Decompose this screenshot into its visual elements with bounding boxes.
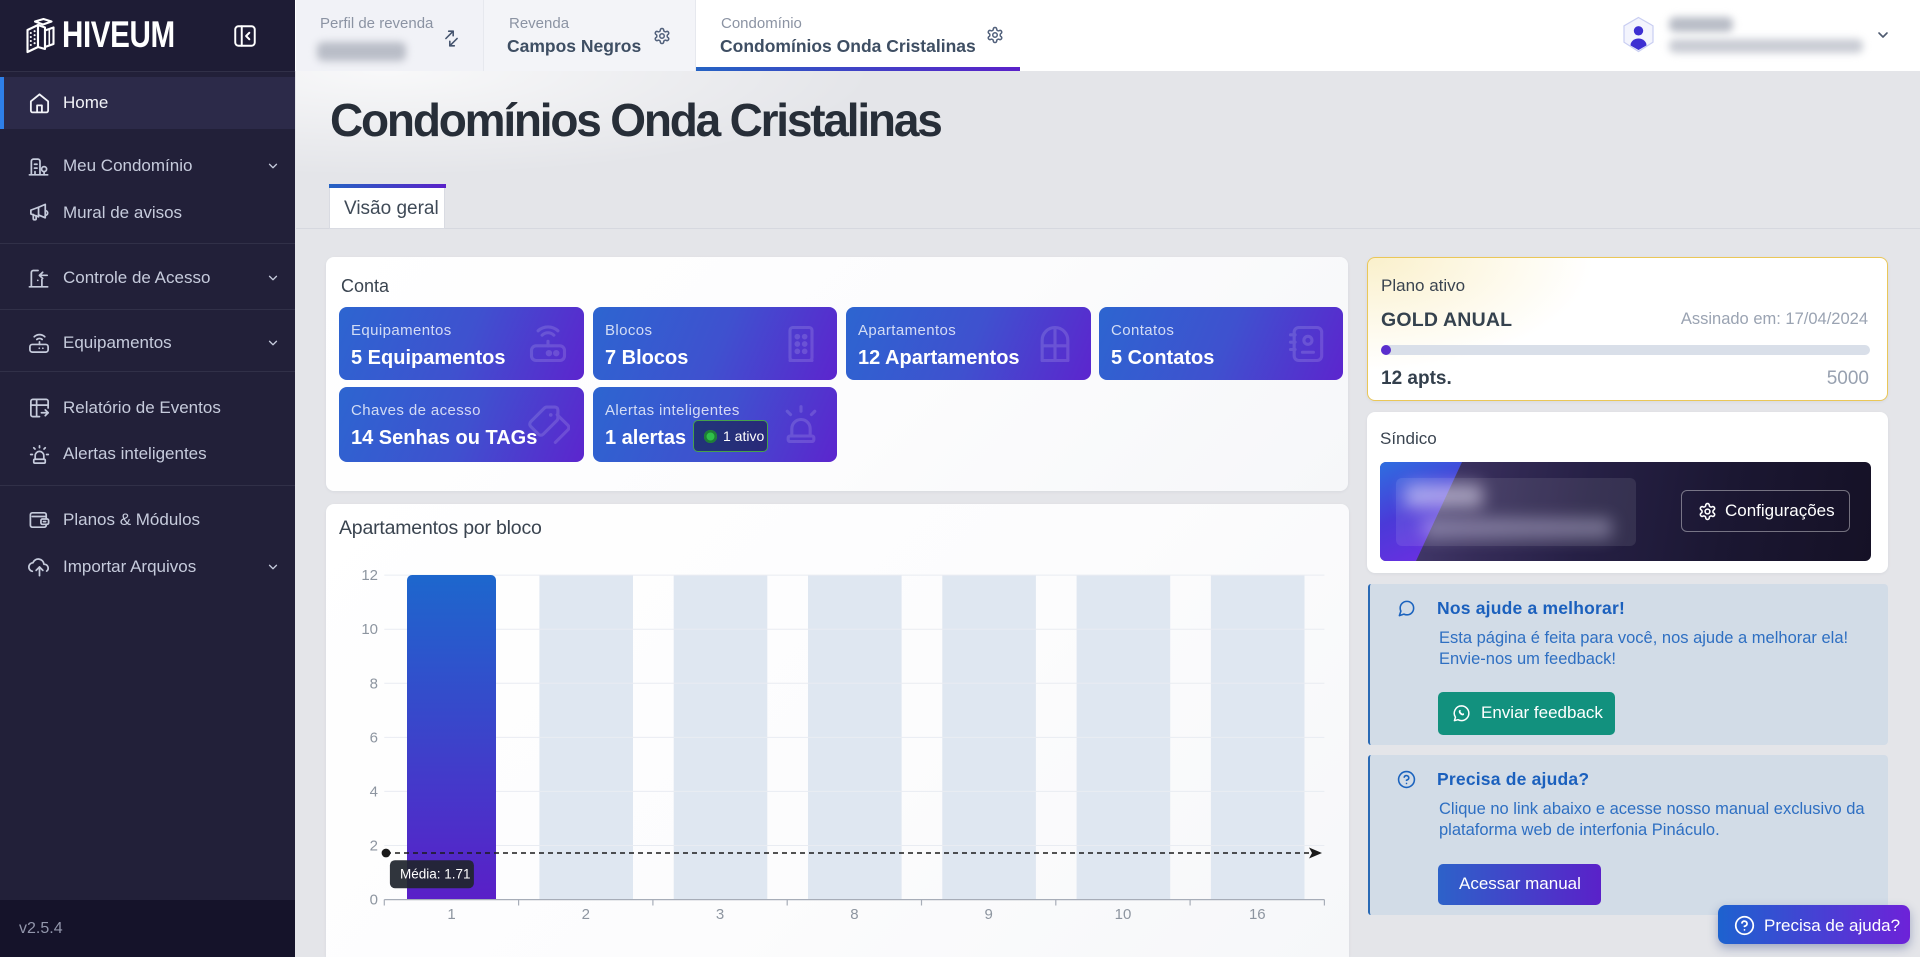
svg-text:3: 3 (716, 906, 724, 923)
svg-text:Média: 1.71: Média: 1.71 (400, 867, 471, 882)
svg-text:6: 6 (370, 729, 378, 746)
svg-text:0: 0 (370, 892, 378, 909)
svg-text:8: 8 (370, 675, 378, 692)
svg-text:10: 10 (361, 621, 378, 638)
svg-text:2: 2 (582, 906, 590, 923)
svg-text:8: 8 (850, 906, 858, 923)
svg-text:16: 16 (1249, 906, 1266, 923)
svg-text:12: 12 (361, 567, 378, 584)
svg-text:2: 2 (370, 838, 378, 855)
svg-text:4: 4 (370, 783, 378, 800)
svg-text:9: 9 (985, 906, 993, 923)
svg-text:1: 1 (447, 906, 455, 923)
svg-text:10: 10 (1115, 906, 1132, 923)
